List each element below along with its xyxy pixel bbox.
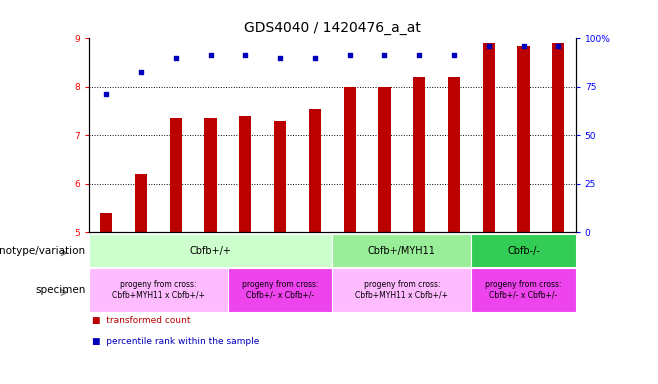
Title: GDS4040 / 1420476_a_at: GDS4040 / 1420476_a_at (244, 21, 420, 35)
Bar (240, 116, 251, 232)
Bar (471, 268, 576, 312)
Text: Cbfb-/-: Cbfb-/- (507, 245, 540, 256)
Text: ■  transformed count: ■ transformed count (92, 316, 191, 325)
Point (101, 91, 111, 97)
Bar (332, 234, 471, 267)
Bar (378, 87, 391, 232)
Bar (89, 234, 332, 267)
Point (379, 52, 390, 58)
Point (275, 55, 286, 61)
Bar (517, 46, 530, 232)
Bar (205, 118, 216, 232)
Bar (343, 87, 356, 232)
Point (170, 55, 181, 61)
Text: progeny from cross:
Cbfb+MYH11 x Cbfb+/+: progeny from cross: Cbfb+MYH11 x Cbfb+/+ (355, 280, 448, 300)
Point (414, 52, 424, 58)
Point (484, 43, 494, 49)
Bar (89, 268, 228, 312)
Point (240, 52, 251, 58)
Text: Cbfb+/MYH11: Cbfb+/MYH11 (368, 245, 436, 256)
Bar (483, 43, 495, 232)
Point (553, 43, 564, 49)
Bar (100, 213, 113, 232)
Bar (448, 77, 460, 232)
Bar (135, 174, 147, 232)
Bar (471, 234, 576, 267)
Text: progeny from cross:
Cbfb+/- x Cbfb+/-: progeny from cross: Cbfb+/- x Cbfb+/- (486, 280, 562, 300)
Bar (170, 118, 182, 232)
Bar (413, 77, 425, 232)
Text: progeny from cross:
Cbfb+MYH11 x Cbfb+/+: progeny from cross: Cbfb+MYH11 x Cbfb+/+ (112, 280, 205, 300)
Bar (309, 109, 321, 232)
Bar (552, 43, 565, 232)
Bar (228, 268, 332, 312)
Text: genotype/variation: genotype/variation (0, 245, 86, 256)
Text: specimen: specimen (35, 285, 86, 295)
Point (519, 43, 529, 49)
Point (344, 52, 355, 58)
Point (205, 52, 216, 58)
Point (136, 69, 146, 75)
Text: ■  percentile rank within the sample: ■ percentile rank within the sample (92, 337, 259, 346)
Bar (332, 268, 471, 312)
Text: Cbfb+/+: Cbfb+/+ (190, 245, 232, 256)
Text: progeny from cross:
Cbfb+/- x Cbfb+/-: progeny from cross: Cbfb+/- x Cbfb+/- (242, 280, 318, 300)
Bar (274, 121, 286, 232)
Point (449, 52, 459, 58)
Point (310, 55, 320, 61)
